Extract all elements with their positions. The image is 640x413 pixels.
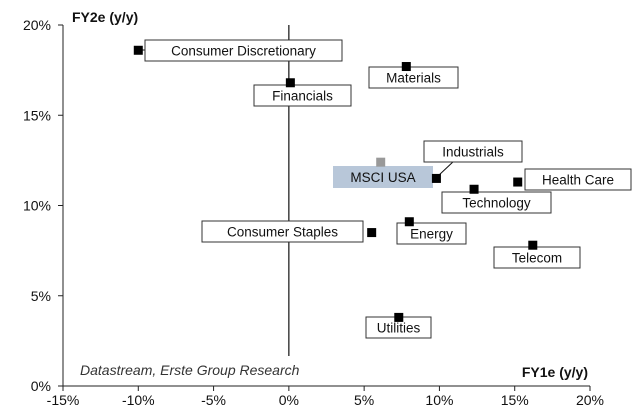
point-label: Consumer Discretionary [171,44,316,59]
point-marker [133,45,143,55]
x-tick-label: -5% [201,392,226,408]
point-marker [528,240,538,250]
point-label: Telecom [512,251,562,266]
point-technology: Technology [441,184,552,214]
x-tick-label: -15% [47,392,80,408]
point-marker [469,184,479,194]
point-energy: Energy [396,217,467,245]
source-annotation: Datastream, Erste Group Research [80,362,300,378]
tick-labels: 0% 5% 10% 15% 20% -15% -10% -5% 0% 5% 10% 15% 20% [23,17,604,408]
point-health-care: Health Care [513,168,632,191]
point-label: Consumer Staples [227,225,338,240]
point-label-box [201,220,364,243]
point-label-box [423,140,523,163]
point-consumer-staples: Consumer Staples [201,220,377,243]
point-materials: Materials [368,62,459,89]
point-marker [404,217,414,227]
point-label-box [524,168,632,191]
y-tick-label: 20% [23,17,51,33]
y-tick-label: 15% [23,107,51,123]
point-label-box [368,66,459,89]
point-label: Utilities [377,321,421,336]
y-axis-title: FY2e (y/y) [72,9,138,25]
point-industrials: Industrials [423,140,523,183]
x-axis-title: FY1e (y/y) [522,364,588,380]
point-consumer-discretionary: Consumer Discretionary [133,39,343,62]
point-msci-usa: MSCI USA [333,157,433,188]
point-label-box [333,166,433,188]
point-utilities: Utilities [365,312,432,339]
point-marker [431,173,441,183]
data-points: Consumer Discretionary Materials Financial… [133,39,632,339]
y-tick-label: 5% [31,288,51,304]
x-tick-label: 15% [501,392,529,408]
point-label: MSCI USA [350,170,415,185]
point-label-box [144,39,343,62]
x-tick-label: 5% [354,392,374,408]
point-label: Financials [272,89,333,104]
point-telecom: Telecom [493,240,581,269]
point-label-box [396,222,467,245]
point-marker [376,157,386,167]
x-tick-label: 10% [425,392,453,408]
point-marker [394,312,404,322]
point-label: Industrials [442,145,504,160]
point-marker [367,228,377,238]
x-tick-label: 20% [576,392,604,408]
x-tick-label: -10% [122,392,155,408]
point-label-box [253,84,352,107]
leader-line [437,159,456,177]
point-marker [285,78,295,88]
y-tick-label: 0% [31,378,51,394]
point-label: Materials [386,71,441,86]
point-label: Energy [410,227,453,242]
x-tick-label: 0% [279,392,299,408]
point-financials: Financials [253,78,352,107]
y-tick-label: 10% [23,198,51,214]
point-marker [401,62,411,72]
point-label: Health Care [542,173,614,188]
point-label: Technology [462,196,531,211]
point-marker [513,177,523,187]
point-label-box [441,191,552,214]
